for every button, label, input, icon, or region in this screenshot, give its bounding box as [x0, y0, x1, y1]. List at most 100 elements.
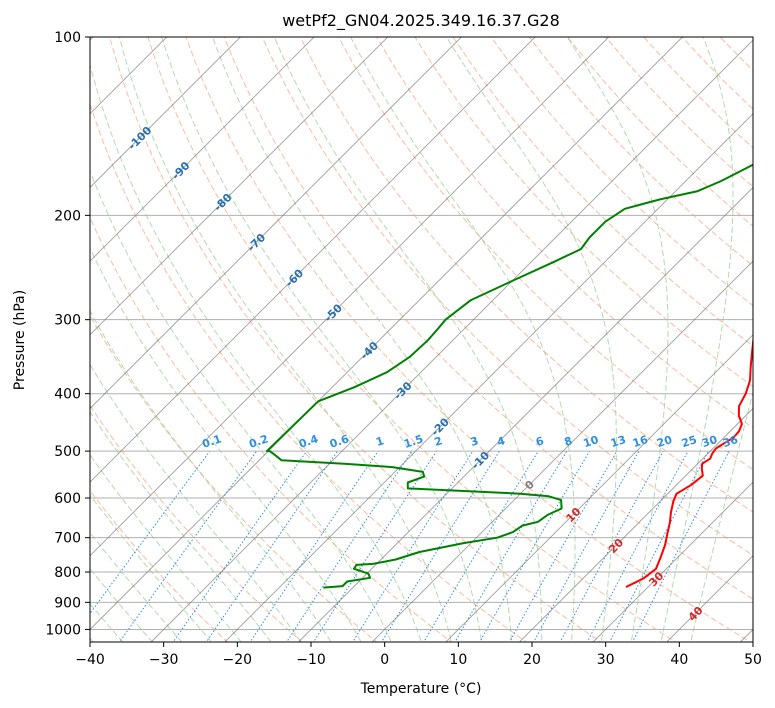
moist-adiabat-line [90, 494, 213, 642]
mixing-ratio-label: 4 [495, 434, 507, 449]
x-tick-label: −20 [223, 652, 253, 668]
y-tick-label: 500 [54, 444, 81, 460]
mixing-ratio-line [479, 450, 591, 642]
mixing-ratio-line [205, 450, 338, 642]
x-tick-label: 40 [670, 652, 688, 668]
mixing-ratio-label: 0.6 [328, 432, 351, 450]
x-tick-label: 50 [744, 652, 762, 668]
mixing-ratio-label: 6 [534, 434, 546, 449]
moist-adiabat-line [90, 602, 124, 642]
x-tick-label: −30 [149, 652, 179, 668]
plot-frame [89, 36, 754, 643]
y-tick-label: 600 [54, 491, 81, 507]
moist-adiabat-line [212, 37, 513, 642]
mixing-ratio-annotations: 0.1 0.2 0.4 0.6 1 1.5 2 3 4 6 8 10 13 16 20 25 30 36 [201, 432, 740, 451]
dry-adiabat-line [90, 404, 303, 642]
isotherm-line [90, 37, 463, 410]
mixing-ratio-label: 8 [563, 434, 574, 449]
moist-adiabat-line [350, 37, 576, 642]
moist-adiabat-line [118, 37, 453, 642]
y-tick-label: 400 [54, 387, 81, 403]
dry-adiabat-line [90, 102, 528, 642]
dry-adiabat-line [185, 37, 752, 642]
y-axis-label: Pressure (hPa) [12, 290, 28, 390]
mixing-ratio-line [118, 450, 258, 642]
plot-area: -100-90-80-70-60-50-40-30-20-10010203040… [90, 37, 753, 642]
moist-adiabat-line [90, 568, 153, 642]
dewpoint-line [265, 163, 753, 589]
profile-series [265, 163, 753, 589]
dry-adiabat-line [90, 314, 378, 642]
mixing-ratio-line [90, 450, 211, 615]
moist-adiabat-line [90, 309, 332, 642]
moist-adiabat-line [90, 62, 422, 642]
moist-adiabat-line [90, 410, 272, 642]
isotherm-line [297, 186, 753, 642]
moist-adiabat-line [446, 37, 617, 642]
mixing-ratio-line [286, 450, 413, 642]
mixing-ratio-label: 0.2 [247, 432, 270, 450]
dry-adiabat-line [223, 37, 753, 600]
moist-adiabat-line [90, 363, 302, 642]
mixing-ratio-label: 36 [721, 433, 740, 450]
y-tick-label: 300 [54, 313, 81, 329]
dry-adiabat-line [376, 37, 753, 429]
moist-adiabat-line [161, 37, 483, 642]
mixing-ratio-label: 16 [631, 433, 650, 450]
y-tick-label: 700 [54, 531, 81, 547]
isotherm-line [90, 37, 684, 631]
mixing-ratio-line [312, 450, 438, 642]
isotherm-line [90, 37, 536, 483]
y-tick-label: 1000 [45, 622, 81, 638]
x-tick-label: 10 [449, 652, 467, 668]
y-tick-label: 200 [54, 208, 81, 224]
x-tick-label: 30 [597, 652, 615, 668]
dry-adiabats [90, 37, 753, 642]
mixing-ratio-label: 0.4 [297, 432, 320, 450]
isotherm-line [371, 260, 753, 642]
mixing-ratio-label: 1 [374, 434, 385, 449]
isotherm-line [90, 37, 389, 336]
moist-adiabat-line [90, 454, 242, 642]
mixing-ratio-label: 20 [655, 433, 674, 450]
dry-adiabat-line [109, 37, 602, 642]
isotherm-line [224, 113, 753, 642]
isotherm-line [592, 481, 753, 642]
pressure-gridlines [90, 37, 753, 630]
mixing-ratio-line [533, 450, 640, 642]
mixing-ratio-label: 0.1 [201, 432, 224, 450]
dry-adiabat-line [299, 37, 753, 513]
mixing-ratio-line [509, 450, 618, 642]
chart-title: wetPf2_GN04.2025.349.16.37.G28 [282, 11, 560, 31]
isotherm-line [90, 37, 242, 189]
dry-adiabat-line [452, 37, 753, 347]
mixing-ratio-label: 2 [433, 434, 444, 449]
y-tick-label: 100 [54, 30, 81, 46]
x-tick-label: 0 [380, 652, 389, 668]
mixing-ratio-line [352, 450, 474, 642]
mixing-ratio-line [249, 450, 379, 642]
mixing-ratio-label: 10 [582, 433, 601, 450]
mixing-ratio-line [172, 450, 308, 642]
x-tick-label: −10 [296, 652, 326, 668]
moist-adiabat-line [90, 247, 362, 642]
mixing-ratio-label: 13 [609, 433, 628, 450]
mixing-ratio-label: 3 [469, 434, 480, 449]
y-tick-label: 800 [54, 565, 81, 581]
y-tick-label: 900 [54, 595, 81, 611]
x-axis-ticks: −40 −30 −20 −10 0 10 20 30 40 50 [75, 642, 762, 668]
isotherm-line [150, 39, 753, 642]
isotherm-line [445, 334, 753, 642]
isotherm-line [518, 407, 753, 642]
moist-adiabat-line [566, 37, 669, 642]
mixing-ratio-label: 1.5 [402, 432, 425, 450]
isotherm-line [90, 37, 315, 262]
mixing-ratio-label: 30 [700, 433, 719, 450]
moist-adiabat-line [90, 531, 183, 642]
dry-adiabat-line [338, 37, 753, 471]
temperature-line [625, 336, 753, 588]
isotherm-line [90, 37, 610, 557]
dry-adiabat-line [90, 489, 229, 642]
